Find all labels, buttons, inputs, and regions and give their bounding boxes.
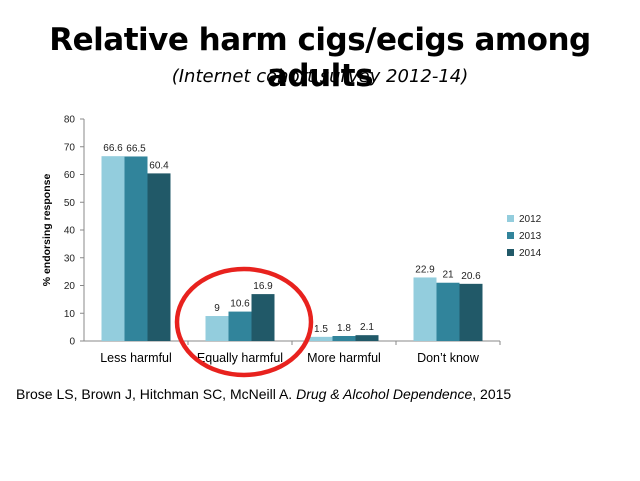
bar — [124, 156, 148, 341]
legend-swatch — [507, 249, 514, 256]
y-tick-label: 20 — [64, 281, 76, 292]
legend-label: 2014 — [519, 248, 542, 259]
bar — [251, 294, 275, 341]
data-label: 66.5 — [126, 143, 146, 154]
legend-swatch — [507, 232, 514, 239]
category-label: Don’t know — [417, 351, 480, 365]
data-label: 22.9 — [415, 264, 435, 275]
y-tick-label: 80 — [64, 115, 76, 126]
data-label: 1.5 — [314, 324, 328, 335]
bar — [147, 173, 171, 341]
y-tick-label: 50 — [64, 198, 76, 209]
y-tick-label: 0 — [69, 337, 75, 348]
data-label: 10.6 — [230, 299, 250, 310]
citation-year: , 2015 — [472, 386, 512, 402]
data-label: 21 — [442, 270, 454, 281]
data-label: 2.1 — [360, 322, 374, 333]
citation-journal: Drug & Alcohol Dependence — [296, 386, 473, 402]
highlight-ellipse — [174, 266, 314, 378]
y-tick-label: 10 — [64, 309, 76, 320]
legend-label: 2013 — [519, 231, 542, 242]
data-label: 60.4 — [149, 160, 169, 171]
slide-subtitle: (Internet cohort survey 2012-14) — [171, 66, 469, 87]
y-tick-label: 70 — [64, 142, 76, 153]
legend-label: 2012 — [519, 214, 542, 225]
bar — [436, 282, 460, 341]
bar — [413, 277, 437, 341]
bar — [332, 336, 356, 341]
data-label: 66.6 — [103, 143, 123, 154]
category-label: Equally harmful — [197, 351, 283, 365]
legend-swatch — [507, 215, 514, 222]
y-tick-label: 60 — [64, 170, 76, 181]
category-label: Less harmful — [100, 351, 172, 365]
data-label: 16.9 — [253, 281, 273, 292]
slide-title: Relative harm cigs/ecigs among adults — [49, 22, 591, 94]
data-label: 20.6 — [461, 271, 481, 282]
citation-authors: Brose LS, Brown J, Hitchman SC, McNeill … — [16, 386, 297, 402]
y-axis-label: % endorsing response — [41, 174, 53, 287]
bar — [228, 311, 252, 341]
bar — [355, 335, 379, 341]
y-tick-label: 40 — [64, 226, 76, 237]
y-tick-label: 30 — [64, 253, 76, 264]
bar — [101, 156, 125, 341]
bar — [459, 283, 483, 341]
citation: Brose LS, Brown J, Hitchman SC, McNeill … — [16, 386, 511, 402]
category-label: More harmful — [307, 351, 381, 365]
data-label: 1.8 — [337, 323, 351, 334]
bar — [205, 316, 229, 341]
data-label: 9 — [214, 303, 220, 314]
bar — [309, 336, 333, 341]
